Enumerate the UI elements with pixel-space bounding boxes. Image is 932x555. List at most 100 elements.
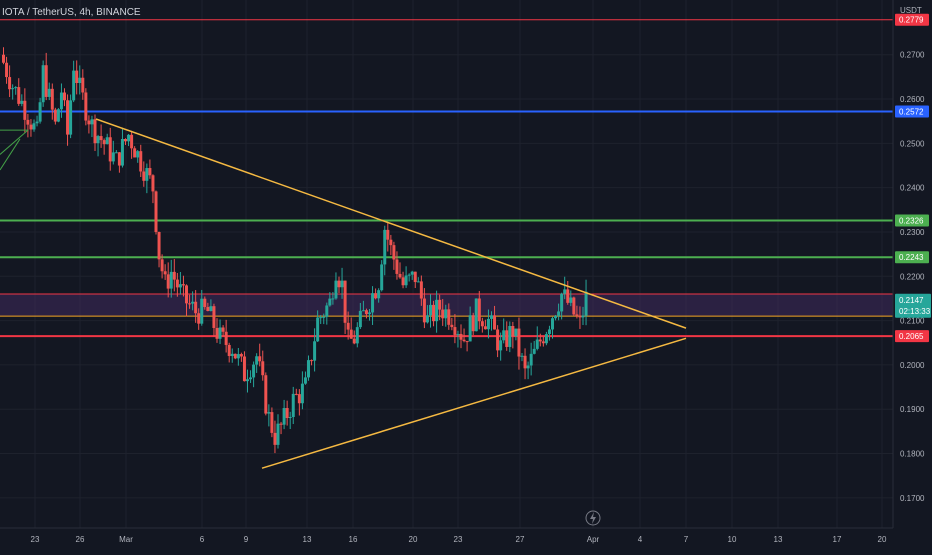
candle-body	[221, 327, 225, 332]
time-tick-label: 13	[303, 535, 312, 544]
candle-body	[117, 152, 121, 166]
candle-body	[575, 314, 579, 316]
candle-body	[47, 88, 51, 97]
candle-body	[11, 88, 15, 90]
candle-body	[224, 331, 228, 345]
candle-body	[514, 328, 518, 337]
candle-body	[227, 344, 231, 357]
descending-trendline[interactable]	[95, 118, 687, 329]
candle-body	[197, 313, 201, 324]
candle-body	[142, 171, 146, 181]
candle-body	[377, 290, 381, 299]
time-axis	[0, 528, 932, 550]
candle-body	[307, 360, 310, 378]
candle-body	[124, 139, 127, 142]
candle-body	[416, 281, 420, 283]
price-tick-label: 0.2600	[900, 95, 925, 104]
candle-body	[130, 134, 134, 149]
candle-body	[380, 264, 384, 291]
candle-body	[407, 274, 411, 276]
candle-body	[44, 65, 48, 97]
candle-body	[191, 301, 195, 304]
candle-body	[291, 393, 295, 418]
candle-body	[209, 306, 213, 312]
candle-body	[239, 354, 243, 357]
candle-body	[26, 119, 30, 125]
candle-body	[261, 361, 265, 376]
candle-body	[462, 339, 466, 342]
candle-body	[520, 355, 524, 357]
candle-body	[23, 100, 27, 120]
candle-body	[480, 321, 484, 327]
candle-body	[172, 271, 176, 280]
candle-body	[29, 124, 33, 130]
candle-body	[75, 70, 79, 84]
time-tick-label: 6	[200, 535, 205, 544]
candle-body	[386, 229, 390, 240]
candle-body	[163, 271, 167, 275]
candle-body	[535, 339, 539, 349]
candle-body	[90, 119, 94, 125]
candle-body	[456, 333, 460, 335]
price-tick-label: 0.2100	[900, 317, 925, 326]
candle-body	[355, 327, 359, 344]
candle-body	[557, 311, 561, 316]
candle-body	[5, 62, 9, 78]
price-axis	[893, 0, 932, 550]
candle-body	[343, 280, 347, 323]
candle-body	[425, 315, 429, 323]
candle-body	[313, 341, 317, 361]
candle-body	[59, 92, 63, 110]
candle-body	[294, 393, 298, 395]
candle-body	[157, 231, 161, 260]
candle-body	[432, 304, 436, 322]
price-tick-label: 0.1900	[900, 405, 925, 414]
candle-body	[334, 280, 338, 299]
candle-body	[401, 277, 405, 286]
lightning-icon[interactable]	[585, 510, 601, 526]
level-top-red-tag	[895, 13, 929, 26]
price-tick-label: 0.2000	[900, 361, 925, 370]
time-tick-label: 7	[684, 535, 689, 544]
candle-body	[419, 281, 423, 299]
level-top-red-tag-label: 0.2779	[899, 16, 924, 25]
candle-body	[346, 322, 350, 330]
lightning-icon-glyph	[590, 512, 596, 524]
candle-body	[14, 87, 18, 89]
candle-body	[474, 298, 478, 332]
candle-body	[444, 309, 448, 319]
candle-body	[8, 77, 12, 90]
candle-body	[233, 353, 237, 359]
candle-body	[105, 137, 109, 145]
candle-body	[270, 412, 274, 433]
level-red-tag	[895, 330, 929, 343]
candle-body	[252, 364, 256, 378]
candle-body	[127, 134, 131, 142]
candle-body	[93, 119, 97, 144]
candle-body	[511, 325, 515, 337]
candle-body	[246, 379, 249, 382]
candle-body	[459, 333, 463, 340]
time-tick-label: 9	[244, 535, 249, 544]
candle-body	[78, 77, 82, 84]
candle-body	[267, 412, 271, 414]
candle-body	[523, 355, 527, 369]
ascending-trendline[interactable]	[261, 337, 687, 469]
level-green-upper-tag-label: 0.2326	[899, 216, 924, 225]
price-tick-label: 0.2700	[900, 51, 925, 60]
last-price-tag	[895, 293, 931, 318]
candle-body	[38, 102, 42, 122]
candle-body	[56, 109, 60, 122]
candle-body	[66, 100, 70, 135]
candle-body	[569, 297, 573, 303]
candle-body	[120, 139, 124, 166]
candle-body	[493, 315, 497, 330]
candle-body	[181, 284, 185, 286]
candle-body	[63, 92, 66, 101]
candle-body	[435, 299, 439, 322]
candle-body	[316, 317, 320, 342]
candle-body	[255, 356, 259, 365]
candle-body	[560, 293, 564, 312]
